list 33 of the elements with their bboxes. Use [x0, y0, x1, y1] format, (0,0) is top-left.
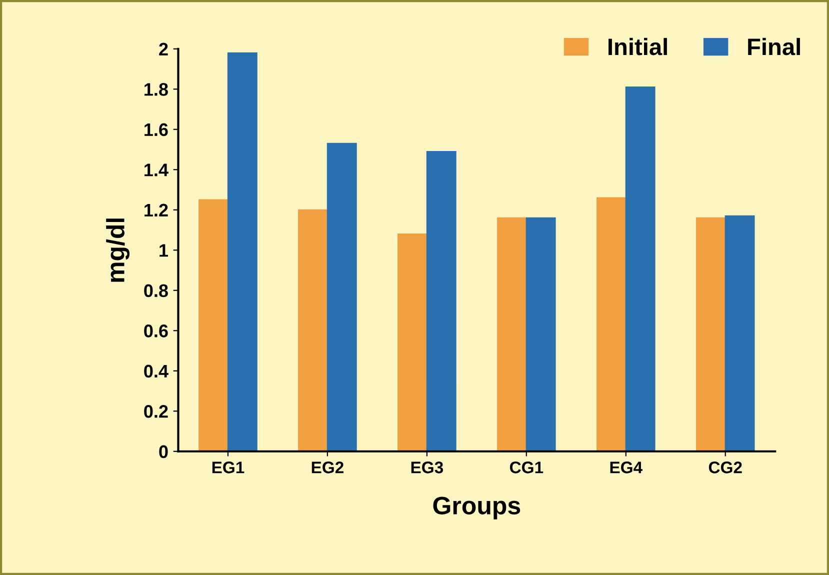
x-tick-label: EG2: [312, 462, 344, 474]
y-tick-label: 0.2: [144, 405, 168, 418]
bar: [724, 215, 755, 452]
y-tick-label: 0.8: [144, 284, 168, 298]
x-tick-label: CG1: [510, 462, 544, 474]
bar: [625, 86, 656, 452]
x-tick-label: EG4: [610, 462, 642, 474]
y-tick-label: 1.4: [144, 164, 168, 176]
y-tick-label: 1.2: [144, 204, 168, 216]
x-tick-label: EG3: [411, 462, 444, 474]
x-tick-label: CG2: [708, 462, 742, 474]
legend-label: Initial: [608, 38, 667, 56]
legend-label: Final: [748, 38, 800, 56]
bar: [298, 209, 328, 452]
bar: [398, 233, 428, 452]
y-tick-label: 2: [159, 42, 168, 56]
y-tick-label: 0: [159, 445, 168, 458]
bar: [596, 197, 626, 452]
bar: [426, 150, 456, 452]
y-tick-label: 1.6: [144, 123, 168, 136]
y-tick-label: 1: [160, 244, 168, 257]
y-tick-label: 0.4: [144, 364, 168, 378]
bar: [497, 217, 527, 452]
x-axis-title: Groups: [433, 496, 520, 520]
bar: [696, 217, 726, 452]
y-axis-title: mg/dl: [106, 218, 130, 282]
y-tick-label: 1.8: [144, 83, 168, 96]
bar: [198, 199, 229, 452]
y-tick-label: 0.6: [144, 324, 168, 338]
x-tick-label: EG1: [212, 462, 244, 474]
bar: [526, 217, 556, 452]
bar: [227, 52, 258, 452]
bar: [326, 142, 357, 452]
